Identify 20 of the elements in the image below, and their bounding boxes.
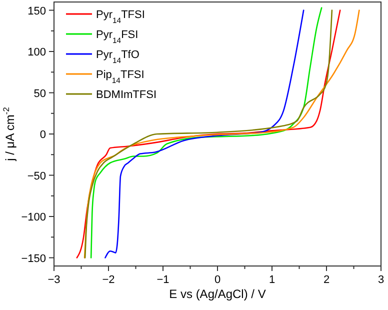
x-tick-label: 1 bbox=[268, 274, 276, 286]
x-tick-label: −3 bbox=[48, 274, 60, 286]
x-tick-label: 3 bbox=[378, 274, 384, 286]
legend-label: Pyr$_{14}$FSI bbox=[96, 29, 138, 44]
y-tick-label: −50 bbox=[27, 170, 46, 182]
x-axis-title: E vs (Ag/AgCl) / V bbox=[169, 287, 266, 301]
legend-label: Pyr$_{14}$TFSI bbox=[96, 9, 145, 24]
x-tick-label: 0 bbox=[214, 274, 221, 286]
legend-label: Pyr$_{14}$TfO bbox=[96, 49, 140, 64]
y-tick-label: 100 bbox=[28, 46, 46, 58]
y-tick-label: 150 bbox=[28, 5, 46, 18]
x-tick-label: −1 bbox=[156, 274, 170, 286]
x-tick-label: −2 bbox=[102, 274, 115, 286]
legend-label: Pip$_{14}$TFSI bbox=[96, 69, 144, 84]
y-tick-label: −100 bbox=[21, 212, 46, 224]
y-tick-label: −150 bbox=[21, 252, 46, 265]
legend-label: BDMImTFSI bbox=[96, 89, 156, 101]
y-tick-label: 50 bbox=[34, 88, 46, 100]
x-tick-label: 2 bbox=[323, 274, 330, 286]
y-tick-label: 0 bbox=[40, 129, 46, 141]
